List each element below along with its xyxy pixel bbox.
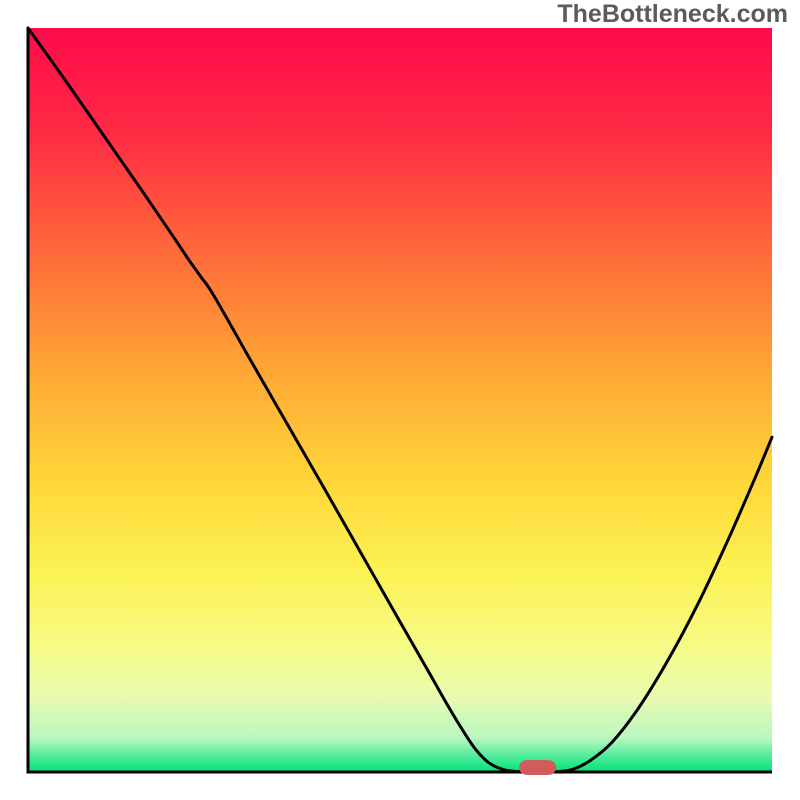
plot-background — [28, 28, 772, 772]
chart-container: TheBottleneck.com — [0, 0, 800, 800]
optimal-point-marker — [519, 760, 556, 775]
bottleneck-chart — [0, 0, 800, 800]
watermark-text: TheBottleneck.com — [557, 0, 788, 29]
